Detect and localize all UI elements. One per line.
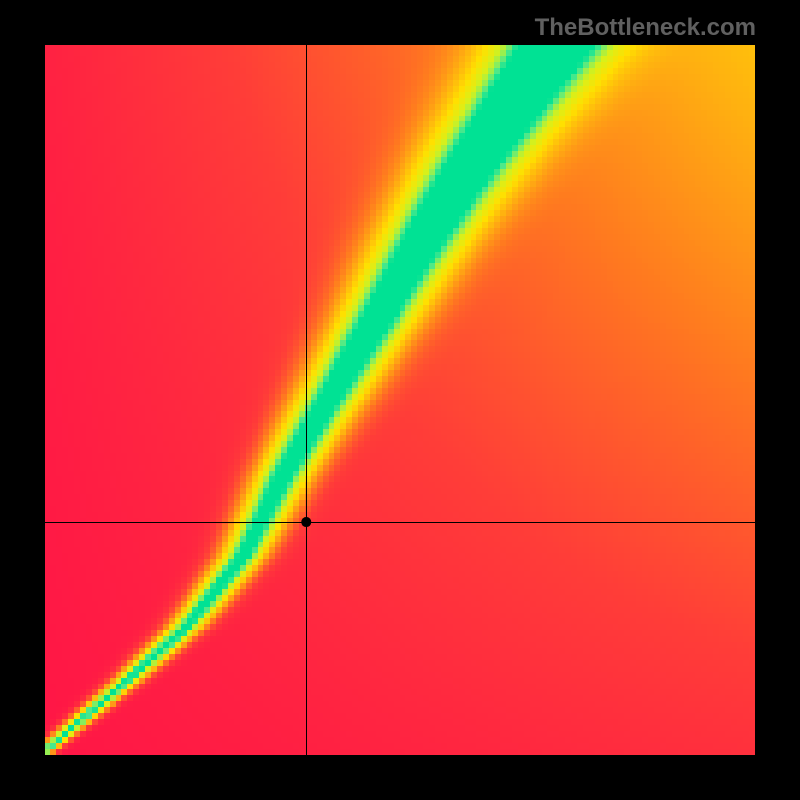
watermark-text: TheBottleneck.com bbox=[535, 14, 756, 42]
heatmap-canvas bbox=[45, 45, 755, 755]
chart-frame: TheBottleneck.com bbox=[0, 0, 800, 800]
